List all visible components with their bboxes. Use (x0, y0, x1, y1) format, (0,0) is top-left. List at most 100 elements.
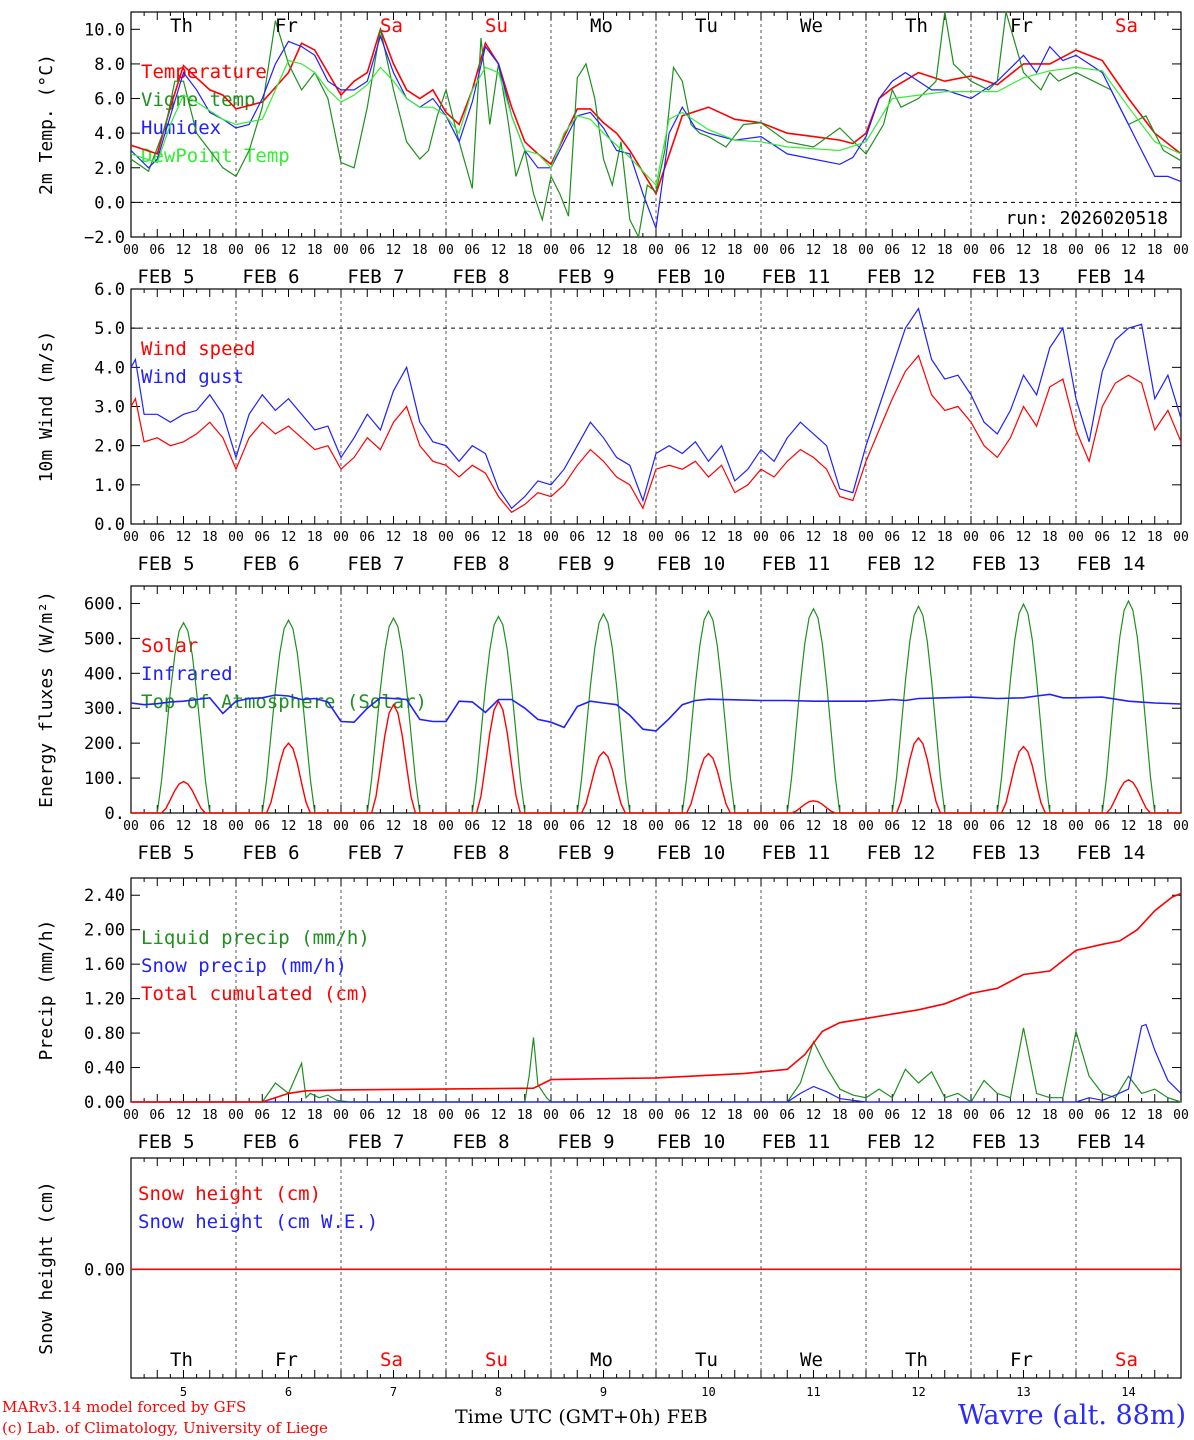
x-hour-label: 18 (622, 243, 638, 258)
y-tick-label: 0.00 (84, 1093, 125, 1113)
x-hour-label: 06 (1094, 1108, 1110, 1123)
x-date-label: FEB 13 (972, 842, 1041, 864)
x-hour-label: 00 (1173, 819, 1189, 834)
series-snow-precip-mm-h (131, 1023, 1182, 1103)
x-hour-label: 18 (1147, 1108, 1163, 1123)
x-hour-label: 00 (333, 1108, 349, 1123)
x-date-label: FEB 14 (1077, 1131, 1146, 1153)
day-number-label: 10 (701, 1385, 715, 1399)
credit-lab: (c) Lab. of Climatology, University of L… (2, 1419, 328, 1437)
x-hour-label: 12 (281, 530, 297, 545)
y-tick-label: 0.80 (84, 1024, 125, 1044)
x-date-label: FEB 14 (1077, 553, 1146, 575)
x-date-label: FEB 7 (347, 1131, 404, 1153)
x-hour-label: 00 (648, 819, 664, 834)
x-hour-label: 12 (176, 819, 192, 834)
x-date-label: FEB 8 (452, 266, 509, 288)
x-hour-label: 00 (1068, 819, 1084, 834)
x-hour-label: 06 (359, 530, 375, 545)
x-date-label: FEB 14 (1077, 266, 1146, 288)
run-label: run: 2026020518 (1005, 208, 1168, 229)
weekday-label: Su (485, 15, 508, 37)
x-hour-label: 06 (884, 530, 900, 545)
y-axis-label: Snow height (cm) (36, 1181, 57, 1354)
series-solar (131, 699, 1181, 814)
day-number-label: 11 (806, 1385, 820, 1399)
day-number-label: 13 (1016, 1385, 1030, 1399)
x-date-label: FEB 10 (657, 266, 726, 288)
x-hour-label: 12 (1121, 819, 1137, 834)
x-date-label: FEB 5 (137, 1131, 194, 1153)
x-hour-label: 12 (281, 243, 297, 258)
x-hour-label: 12 (176, 1108, 192, 1123)
x-hour-label: 12 (806, 530, 822, 545)
x-hour-label: 06 (569, 819, 585, 834)
x-date-label: FEB 8 (452, 553, 509, 575)
time-axis-label: Time UTC (GMT+0h) FEB (455, 1406, 708, 1428)
weekday-label: We (800, 15, 823, 37)
x-date-label: FEB 11 (762, 842, 831, 864)
x-date-label: FEB 14 (1077, 842, 1146, 864)
x-hour-label: 00 (963, 530, 979, 545)
x-hour-label: 00 (438, 530, 454, 545)
legend-top-of-atmosphere-solar: Top of Atmosphere (Solar) (141, 691, 427, 713)
x-hour-label: 00 (648, 243, 664, 258)
x-date-label: FEB 8 (452, 842, 509, 864)
x-hour-label: 00 (1173, 1108, 1189, 1123)
x-hour-label: 12 (701, 243, 717, 258)
x-hour-label: 00 (543, 530, 559, 545)
y-tick-label: 4.0 (94, 358, 125, 378)
day-number-label: 14 (1121, 1385, 1135, 1399)
day-number-label: 6 (285, 1385, 292, 1399)
x-hour-label: 06 (464, 819, 480, 834)
legend-wind-gust: Wind gust (141, 366, 244, 388)
x-hour-label: 12 (1016, 243, 1032, 258)
y-tick-label: 4.0 (94, 124, 125, 144)
x-hour-label: 12 (806, 819, 822, 834)
legend-solar: Solar (141, 635, 198, 657)
x-hour-label: 18 (937, 243, 953, 258)
x-hour-label: 06 (254, 243, 270, 258)
x-hour-label: 00 (753, 530, 769, 545)
x-hour-label: 18 (412, 1108, 428, 1123)
x-date-label: FEB 9 (557, 1131, 614, 1153)
x-hour-label: 00 (333, 530, 349, 545)
x-hour-label: 12 (491, 243, 507, 258)
x-hour-label: 18 (517, 243, 533, 258)
y-tick-label: 500. (84, 629, 125, 649)
weekday-label: Fr (275, 1349, 298, 1371)
x-hour-label: 06 (674, 1108, 690, 1123)
x-hour-label: 18 (202, 1108, 218, 1123)
x-hour-label: 12 (701, 819, 717, 834)
y-tick-label: 6.0 (94, 280, 125, 300)
x-date-label: FEB 7 (347, 553, 404, 575)
legend-temperature: Temperature (141, 61, 267, 83)
x-date-label: FEB 12 (867, 553, 936, 575)
x-hour-label: 00 (438, 1108, 454, 1123)
x-hour-label: 12 (806, 1108, 822, 1123)
day-number-label: 7 (390, 1385, 397, 1399)
x-hour-label: 06 (884, 1108, 900, 1123)
x-hour-label: 06 (254, 1108, 270, 1123)
x-hour-label: 06 (254, 819, 270, 834)
y-tick-label: 600. (84, 594, 125, 614)
x-hour-label: 00 (543, 1108, 559, 1123)
x-hour-label: 06 (569, 1108, 585, 1123)
x-hour-label: 00 (963, 819, 979, 834)
legend-dewpoint-temp: DewPoint Temp (141, 145, 290, 167)
y-tick-label: 2.0 (94, 159, 125, 179)
x-hour-label: 00 (858, 530, 874, 545)
x-hour-label: 06 (779, 819, 795, 834)
x-hour-label: 00 (333, 243, 349, 258)
x-hour-label: 00 (123, 243, 139, 258)
x-hour-label: 06 (674, 819, 690, 834)
x-hour-label: 00 (1173, 243, 1189, 258)
x-date-label: FEB 7 (347, 266, 404, 288)
x-hour-label: 00 (1068, 243, 1084, 258)
x-hour-label: 06 (989, 1108, 1005, 1123)
x-hour-label: 18 (307, 243, 323, 258)
x-date-label: FEB 10 (657, 1131, 726, 1153)
x-hour-label: 12 (491, 1108, 507, 1123)
x-hour-label: 12 (596, 530, 612, 545)
x-date-label: FEB 13 (972, 553, 1041, 575)
